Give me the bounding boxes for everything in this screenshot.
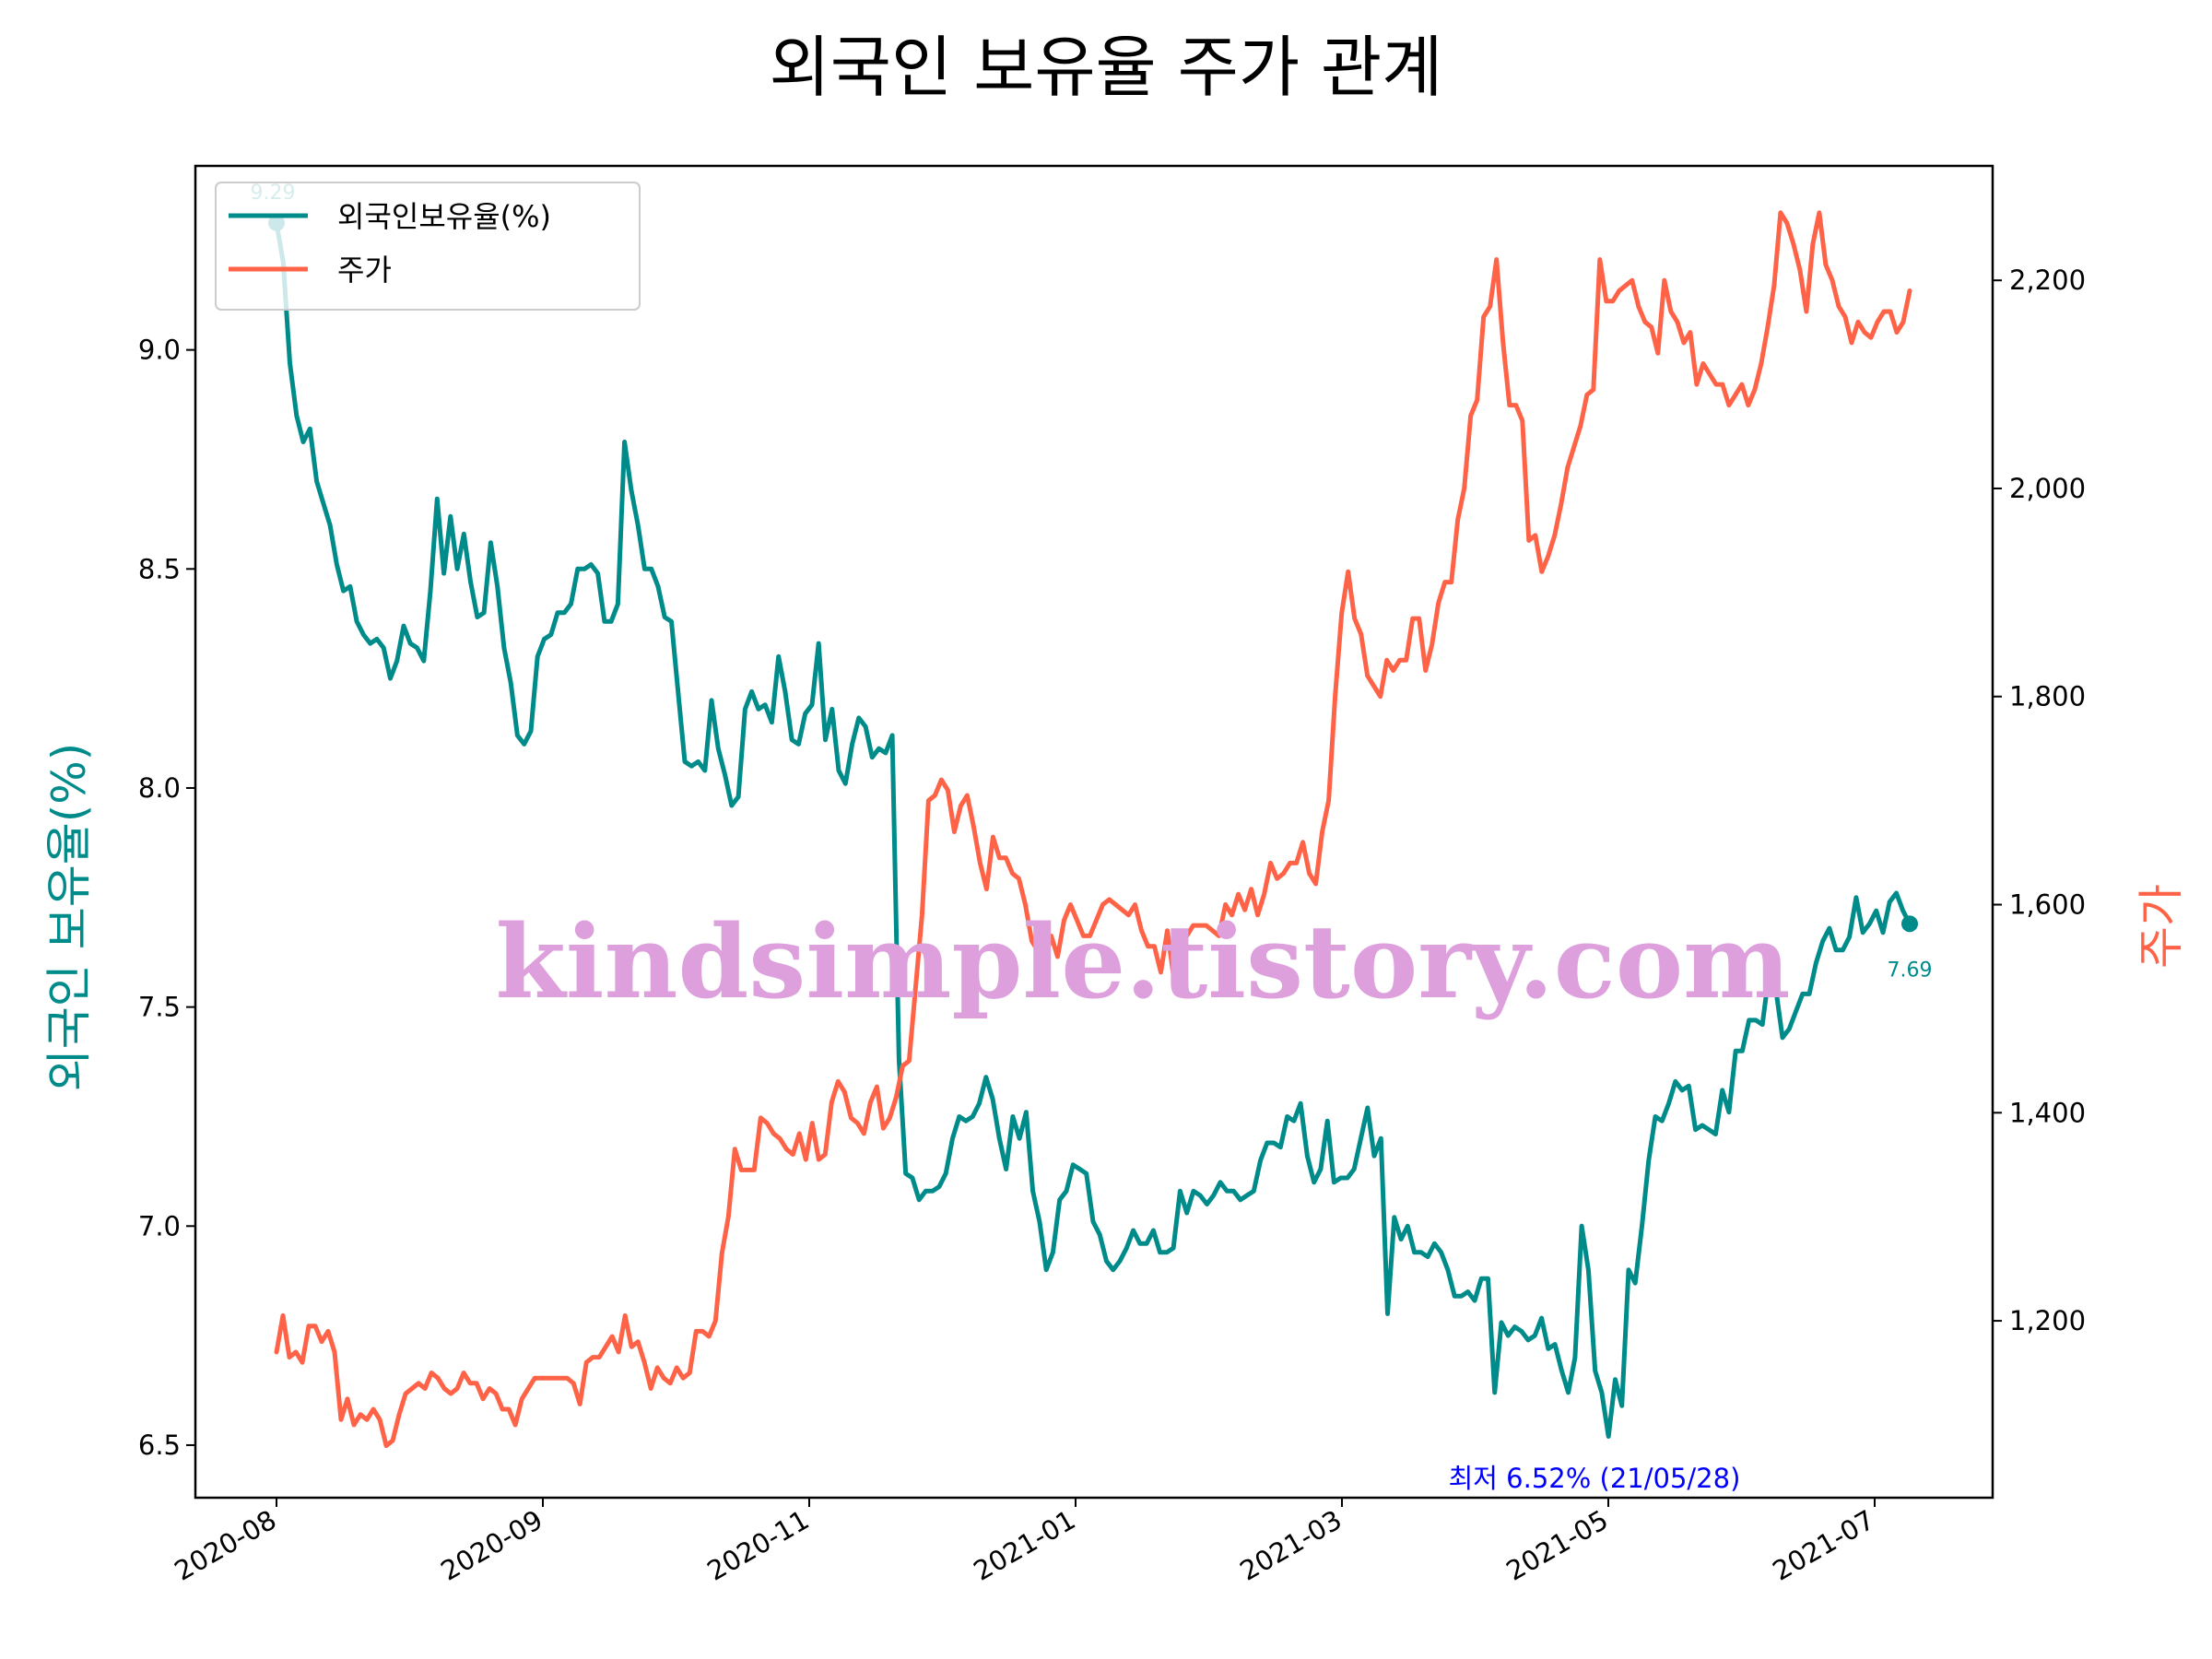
y-tick-label-right: 1,600	[2009, 889, 2086, 921]
y-tick-label-left: 8.5	[138, 553, 181, 584]
y-tick-label-right: 2,000	[2009, 473, 2086, 504]
y-tick-label-left: 7.0	[138, 1210, 181, 1241]
legend: 외국인보유율(%) 주가	[215, 182, 641, 311]
y-axis-label-right: 주가	[2135, 884, 2188, 969]
chart-title: 외국인 보유율 주가 관계	[769, 29, 1442, 106]
y-tick-label-right: 1,800	[2009, 681, 2086, 712]
plot-frame	[194, 164, 1994, 1500]
legend-box	[215, 182, 641, 311]
legend-label-ratio: 외국인보유율(%)	[337, 199, 551, 234]
y-tick-label-right: 1,400	[2009, 1097, 2086, 1128]
y-axis-label-left: 외국인 보유율(%)	[42, 743, 96, 1091]
series-line-ratio	[274, 220, 1912, 1439]
min-annotation: 최저 6.52% (21/05/28)	[1449, 1463, 1741, 1494]
y-tick-label-left: 6.5	[138, 1430, 181, 1461]
watermark: kindsimple.tistory.com	[496, 902, 1791, 1021]
y-tick-label-left: 9.0	[138, 335, 181, 366]
y-tick-label-left: 8.0	[138, 772, 181, 804]
y-tick-label-right: 1,200	[2009, 1305, 2086, 1336]
y-tick-label-right: 2,200	[2009, 265, 2086, 296]
end-marker	[1901, 915, 1918, 933]
end-value-label: 7.69	[1888, 959, 1933, 982]
series-line-price	[274, 210, 1912, 1449]
y-tick-label-left: 7.5	[138, 992, 181, 1023]
legend-label-price: 주가	[337, 253, 392, 288]
